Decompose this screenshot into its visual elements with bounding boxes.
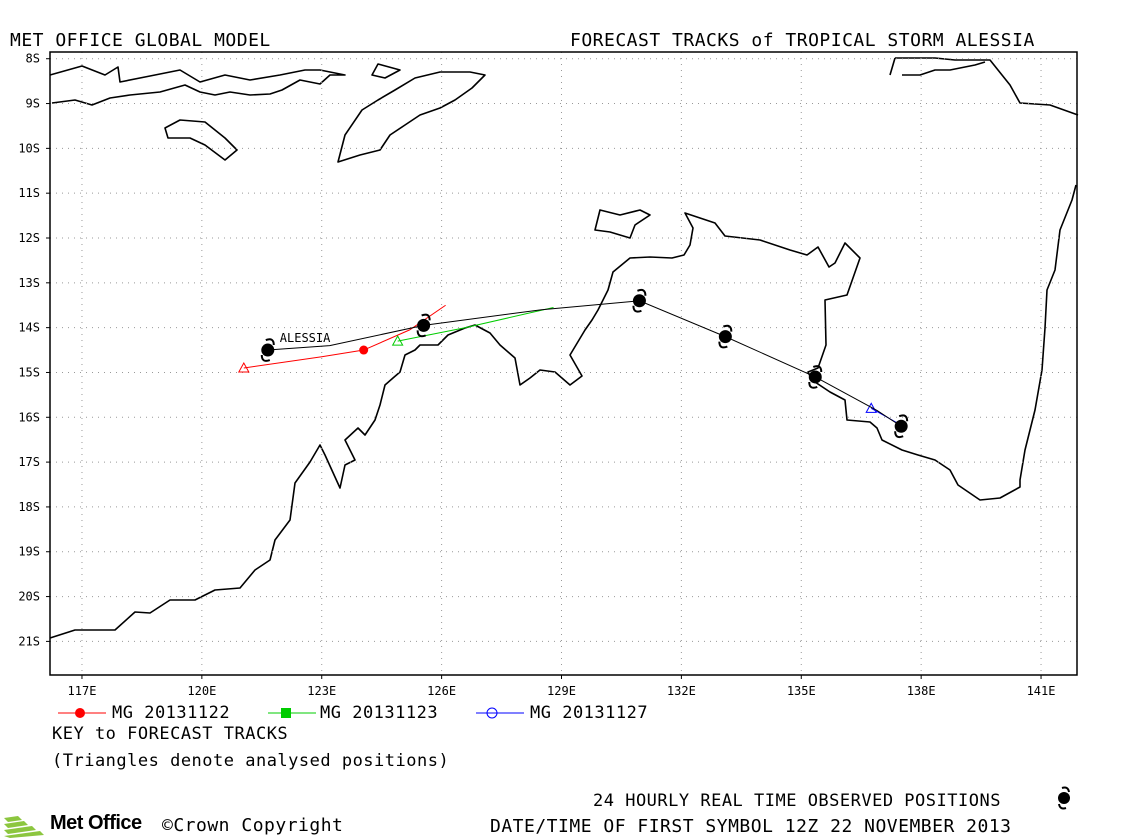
legend-item-mg20131123 (268, 708, 316, 718)
cyclone-symbol-icon (808, 365, 823, 389)
lat-tick-label: 11S (18, 186, 40, 200)
coastline-australia (49, 184, 1077, 639)
lat-tick-label: 9S (26, 97, 40, 111)
legend-marker-square (281, 708, 291, 718)
legend-key-label: KEY to FORECAST TRACKS (52, 724, 289, 744)
lat-tick-label: 17S (18, 455, 40, 469)
cyclone-symbol-arm (718, 341, 728, 349)
lat-tick-label: 15S (18, 365, 40, 379)
coastline-new-guinea (889, 57, 1079, 116)
forecast-title: FORECAST TRACKS of TROPICAL STORM ALESSI… (570, 30, 1035, 51)
observed-track (260, 288, 909, 439)
cyclone-symbol-arm (808, 381, 818, 389)
lat-tick-label: 14S (18, 321, 40, 335)
cyclone-symbol-icon (718, 324, 733, 349)
cyclone-symbol-core (808, 370, 822, 384)
cyclone-symbol-core (632, 294, 646, 308)
first-symbol-datetime: DATE/TIME OF FIRST SYMBOL 12Z 22 NOVEMBE… (490, 816, 1012, 837)
model-title: MET OFFICE GLOBAL MODEL (10, 30, 271, 51)
lon-tick-label: 141E (1027, 684, 1056, 698)
forecast-track-mg-20131123 (391, 306, 554, 346)
lat-tick-label: 12S (18, 231, 40, 245)
cyclone-symbol-core (261, 343, 275, 357)
cyclone-symbol-icon (260, 338, 275, 362)
cyclone-symbol-arm (898, 414, 909, 422)
cyclone-symbol-icon (1058, 786, 1070, 810)
cyclone-symbol-icon (632, 288, 647, 313)
coastline-island-tanimbar (594, 209, 651, 239)
cyclone-symbol-arm (894, 431, 904, 439)
lon-tick-label: 126E (427, 684, 456, 698)
cyclone-symbol-arm (421, 313, 431, 321)
copyright: ©Crown Copyright (162, 815, 344, 836)
storm-name-label: ALESSIA (280, 331, 331, 345)
cyclone-symbol-arm (632, 305, 642, 313)
analysed-position-triangle (237, 361, 250, 373)
met-office-logo-icon (4, 816, 44, 838)
met-office-logo-text: Met Office (50, 812, 142, 834)
lon-tick-label: 138E (907, 684, 936, 698)
cyclone-symbol-icon (894, 414, 909, 439)
lat-tick-label: 13S (18, 276, 40, 290)
lat-tick-label: 8S (26, 52, 40, 66)
cyclone-symbol-arm (265, 338, 275, 346)
cyclone-symbol-arm (637, 288, 647, 296)
lat-tick-label: 19S (18, 545, 40, 559)
lat-tick-label: 10S (18, 141, 40, 155)
lat-tick-label: 21S (18, 634, 40, 648)
analysed-position-triangle (865, 402, 878, 413)
grid (50, 52, 1077, 675)
coastline-island-west (164, 119, 238, 161)
coastline-island-small (371, 63, 401, 79)
cyclone-symbol-arm (812, 365, 823, 372)
map-frame (49, 51, 1078, 676)
legend-label-mg20131127: MG 20131127 (530, 703, 649, 723)
lat-tick-label: 18S (18, 500, 40, 514)
lon-tick-label: 129E (547, 684, 576, 698)
observed-track-line (267, 300, 902, 427)
lon-tick-label: 117E (68, 684, 97, 698)
forecast-position-marker (359, 345, 369, 355)
legend (58, 707, 524, 719)
coastline-timor (337, 71, 486, 163)
lon-tick-label: 135E (787, 684, 816, 698)
lat-tick-label: 16S (18, 410, 40, 424)
forecast-track-line (243, 304, 446, 369)
lat-tick-label: 20S (18, 590, 40, 604)
coastline (49, 57, 1079, 639)
cyclone-symbol-core (894, 419, 908, 433)
analysed-position-triangle (391, 335, 404, 346)
cyclone-symbol-arm (722, 324, 733, 332)
observed-positions-label: 24 HOURLY REAL TIME OBSERVED POSITIONS (593, 791, 1001, 811)
legend-note: (Triangles denote analysed positions) (52, 751, 450, 771)
cyclone-symbol-core (417, 318, 431, 332)
legend-item-mg20131122 (58, 708, 106, 718)
cyclone-symbol-core (718, 330, 732, 344)
cyclone-symbol-icon (416, 313, 431, 338)
cyclone-symbol-arm (260, 355, 271, 362)
legend-label-mg20131123: MG 20131123 (320, 703, 439, 723)
coastline-island-north (49, 65, 346, 106)
legend-marker-circle-open (486, 707, 498, 719)
legend-item-mg20131127 (476, 707, 524, 719)
lon-tick-label: 120E (187, 684, 216, 698)
legend-label-mg20131122: MG 20131122 (112, 703, 231, 723)
lon-tick-label: 132E (667, 684, 696, 698)
legend-marker-circle (75, 708, 85, 718)
cyclone-symbol-arm (416, 330, 426, 338)
lon-tick-label: 123E (307, 684, 336, 698)
